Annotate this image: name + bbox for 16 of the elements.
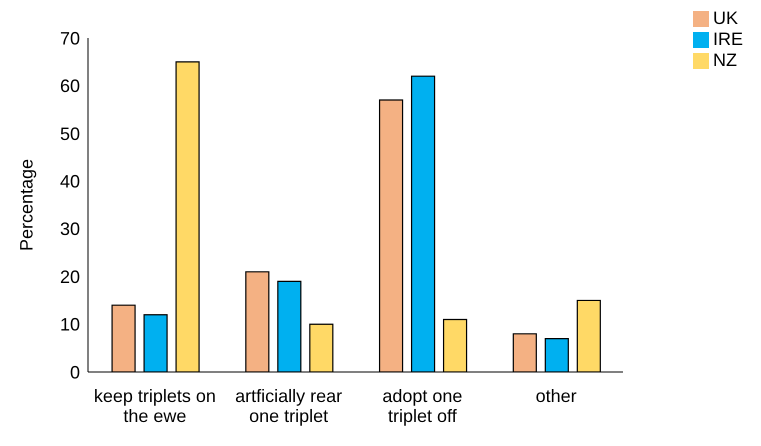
y-tick-label: 70 <box>60 28 80 48</box>
legend-label: NZ <box>712 50 737 70</box>
y-tick-label: 20 <box>60 266 80 287</box>
y-tick-label: 50 <box>60 124 80 144</box>
x-tick-label: keep triplets on the ewe <box>94 386 216 426</box>
y-tick-label: 10 <box>60 314 80 335</box>
y-tick-label: 0 <box>70 362 80 382</box>
x-tick-label: artficially rear one triplet <box>235 386 342 426</box>
y-axis-title: Percentage <box>16 158 36 252</box>
x-tick-label: adopt one triplet off <box>382 386 462 426</box>
y-tick-label: 30 <box>60 219 80 240</box>
x-tick-label: other <box>536 386 577 406</box>
y-tick-label: 60 <box>60 76 80 96</box>
legend-label: UK <box>712 8 738 28</box>
legend-label: IRE <box>712 29 743 49</box>
y-tick-label: 40 <box>60 172 80 192</box>
